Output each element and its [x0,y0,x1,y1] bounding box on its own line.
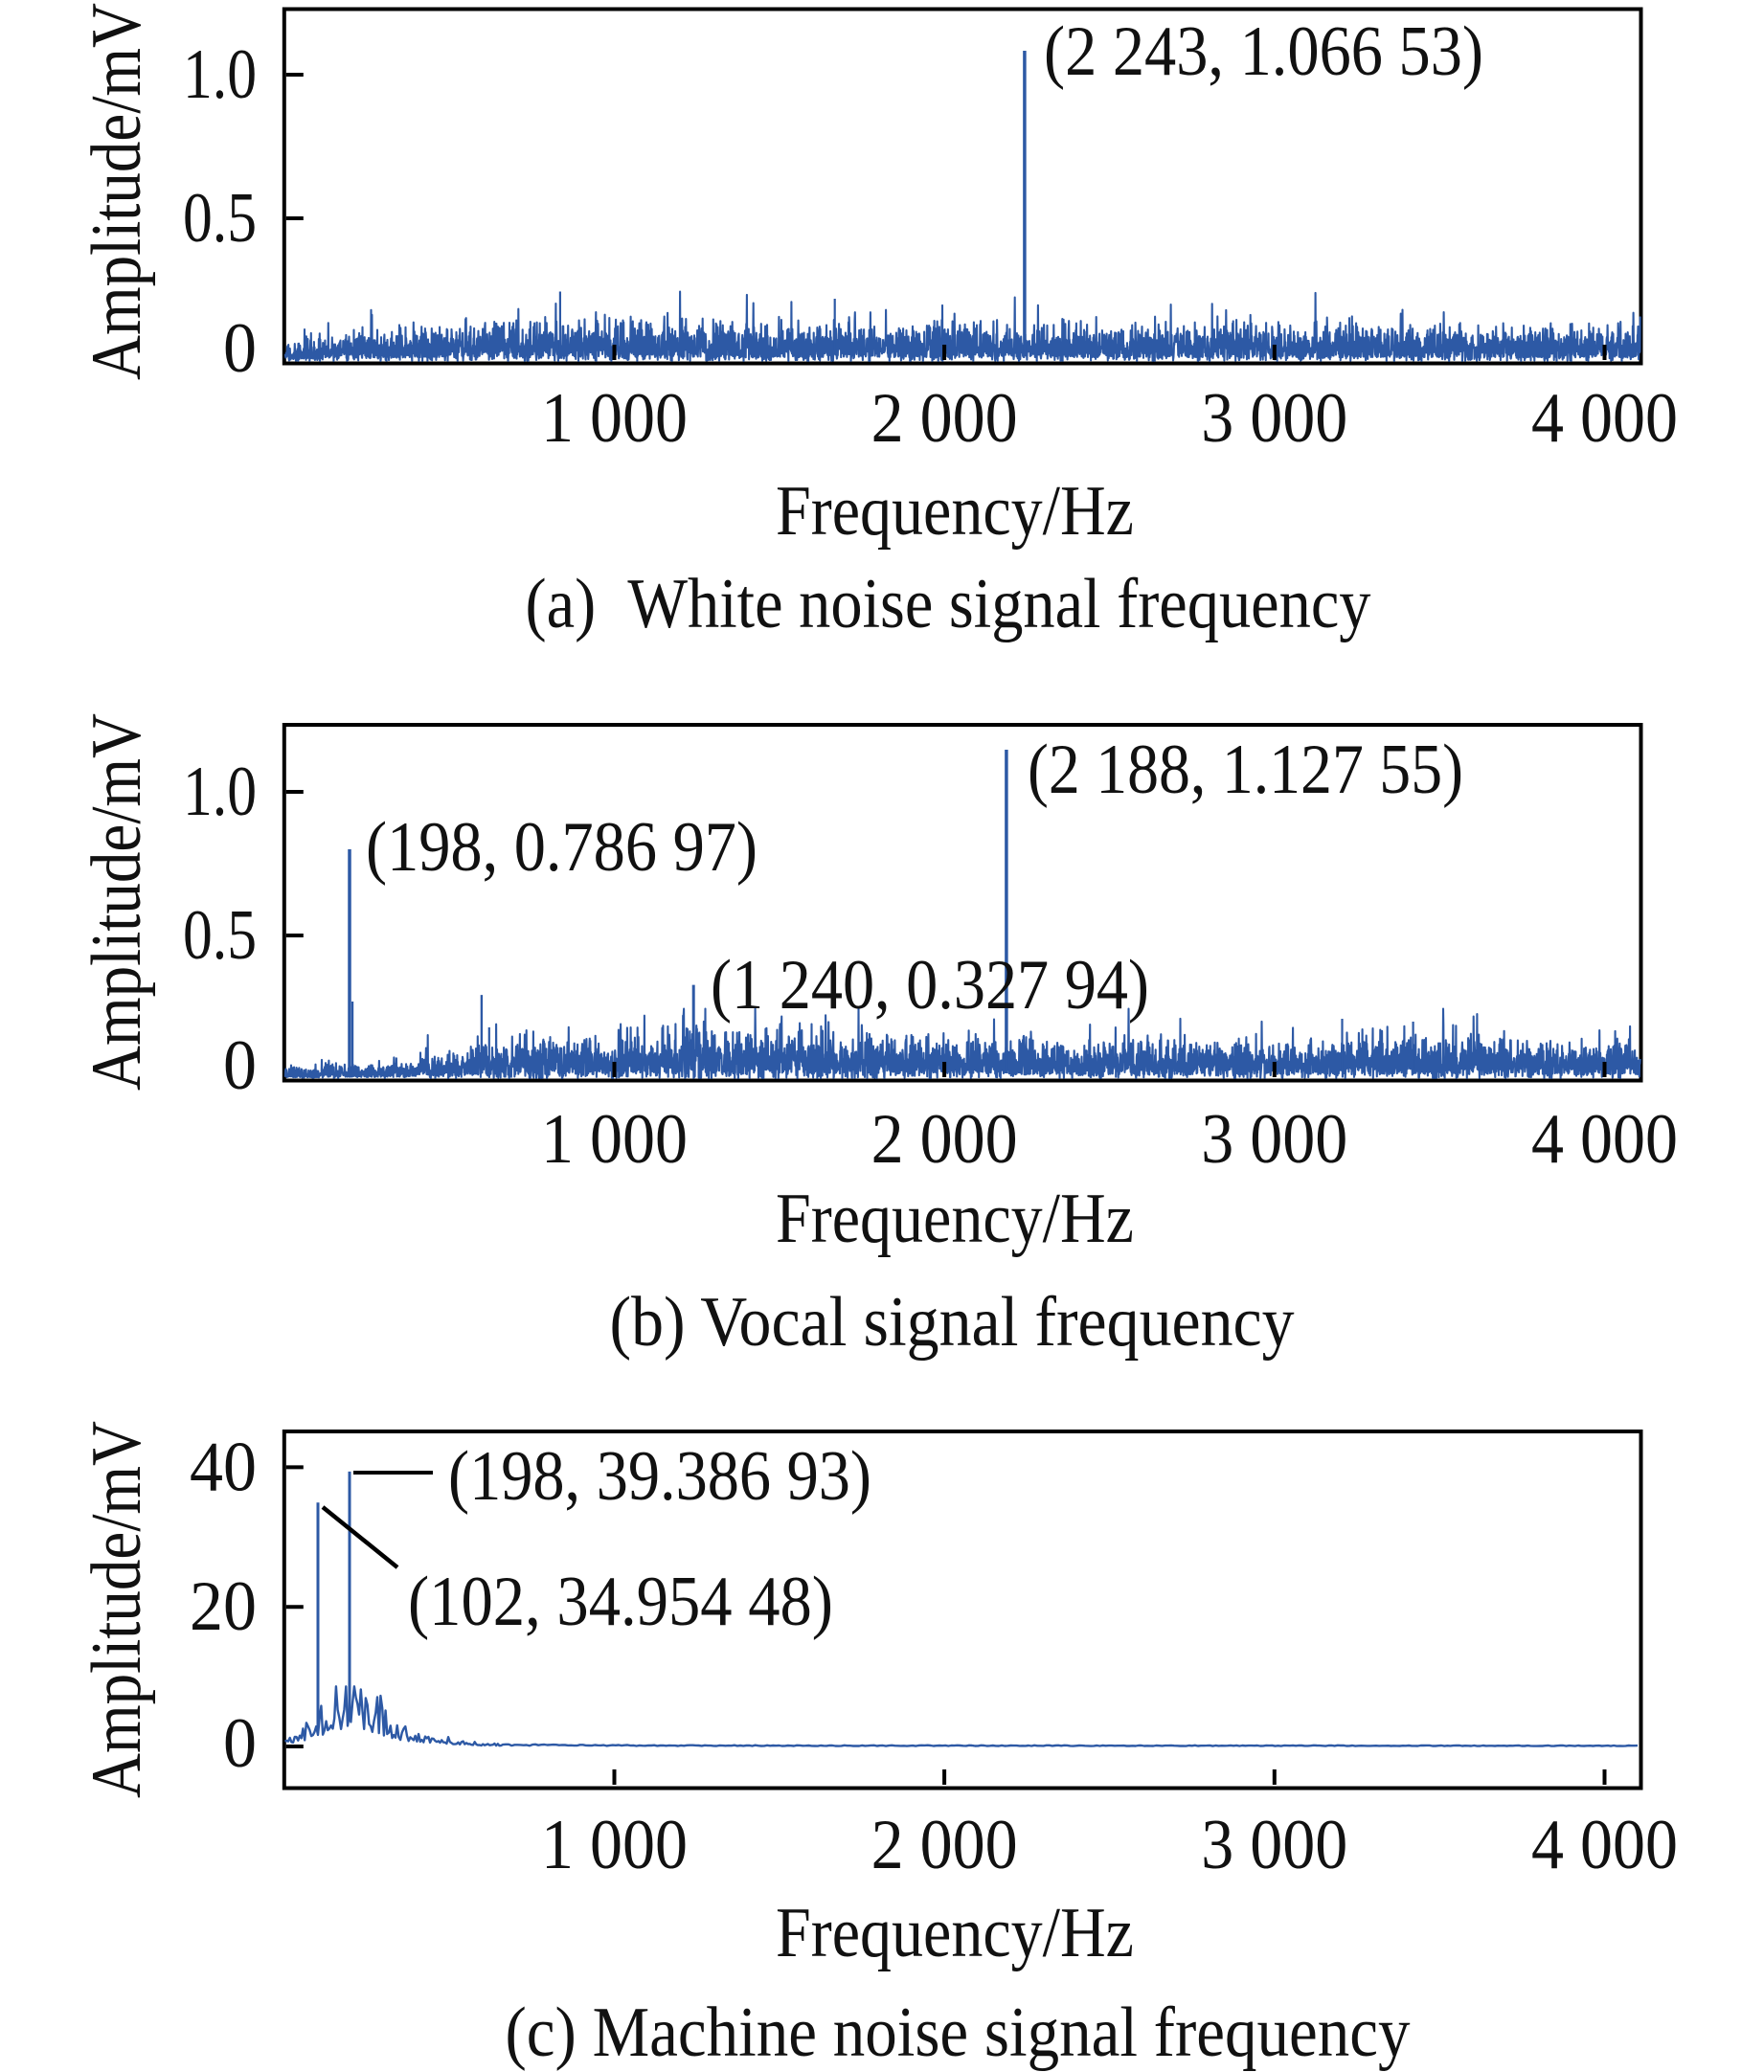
svg-text:40: 40 [190,1428,257,1506]
svg-text:2 000: 2 000 [871,379,1018,458]
svg-text:(2 243, 1.066 53): (2 243, 1.066 53) [1044,12,1483,91]
svg-text:(198, 0.786 97): (198, 0.786 97) [366,808,758,887]
svg-text:0: 0 [223,309,257,388]
svg-text:1 000: 1 000 [541,1100,688,1179]
svg-text:4 000: 4 000 [1531,1100,1678,1179]
svg-text:1.0: 1.0 [183,35,257,114]
svg-text:Amplitude/mV: Amplitude/mV [78,3,156,380]
svg-text:0.5: 0.5 [183,179,257,258]
svg-text:(102, 34.954 48): (102, 34.954 48) [408,1563,833,1641]
svg-text:1 000: 1 000 [541,379,688,458]
svg-text:(1 240, 0.327 94): (1 240, 0.327 94) [711,946,1149,1025]
svg-text:(198, 39.386 93): (198, 39.386 93) [448,1437,871,1516]
svg-text:(a) White noise signal freque: (a) White noise signal frequency [526,565,1371,643]
svg-text:Frequency/Hz: Frequency/Hz [776,1180,1134,1258]
svg-text:4 000: 4 000 [1531,1806,1678,1884]
svg-text:Amplitude/mV: Amplitude/mV [78,1421,156,1798]
svg-text:(2 188, 1.127 55): (2 188, 1.127 55) [1028,731,1463,809]
svg-text:3 000: 3 000 [1201,1806,1347,1884]
svg-text:3 000: 3 000 [1201,1100,1347,1179]
svg-text:4 000: 4 000 [1531,379,1678,458]
svg-text:2 000: 2 000 [871,1806,1018,1884]
svg-text:(c) Machine noise signal frequ: (c) Machine noise signal frequency [506,1993,1411,2072]
svg-text:1.0: 1.0 [183,753,257,831]
svg-text:Frequency/Hz: Frequency/Hz [776,1894,1134,1972]
svg-text:0.5: 0.5 [183,896,257,975]
svg-text:1 000: 1 000 [541,1806,688,1884]
svg-text:Amplitude/mV: Amplitude/mV [78,713,156,1091]
svg-text:20: 20 [190,1567,257,1646]
svg-text:0: 0 [223,1026,257,1105]
svg-text:3 000: 3 000 [1201,379,1347,458]
svg-text:0: 0 [223,1704,257,1783]
svg-text:Frequency/Hz: Frequency/Hz [776,472,1134,551]
svg-text:(b) Vocal signal frequency: (b) Vocal signal frequency [610,1283,1295,1362]
svg-text:2 000: 2 000 [871,1100,1018,1179]
